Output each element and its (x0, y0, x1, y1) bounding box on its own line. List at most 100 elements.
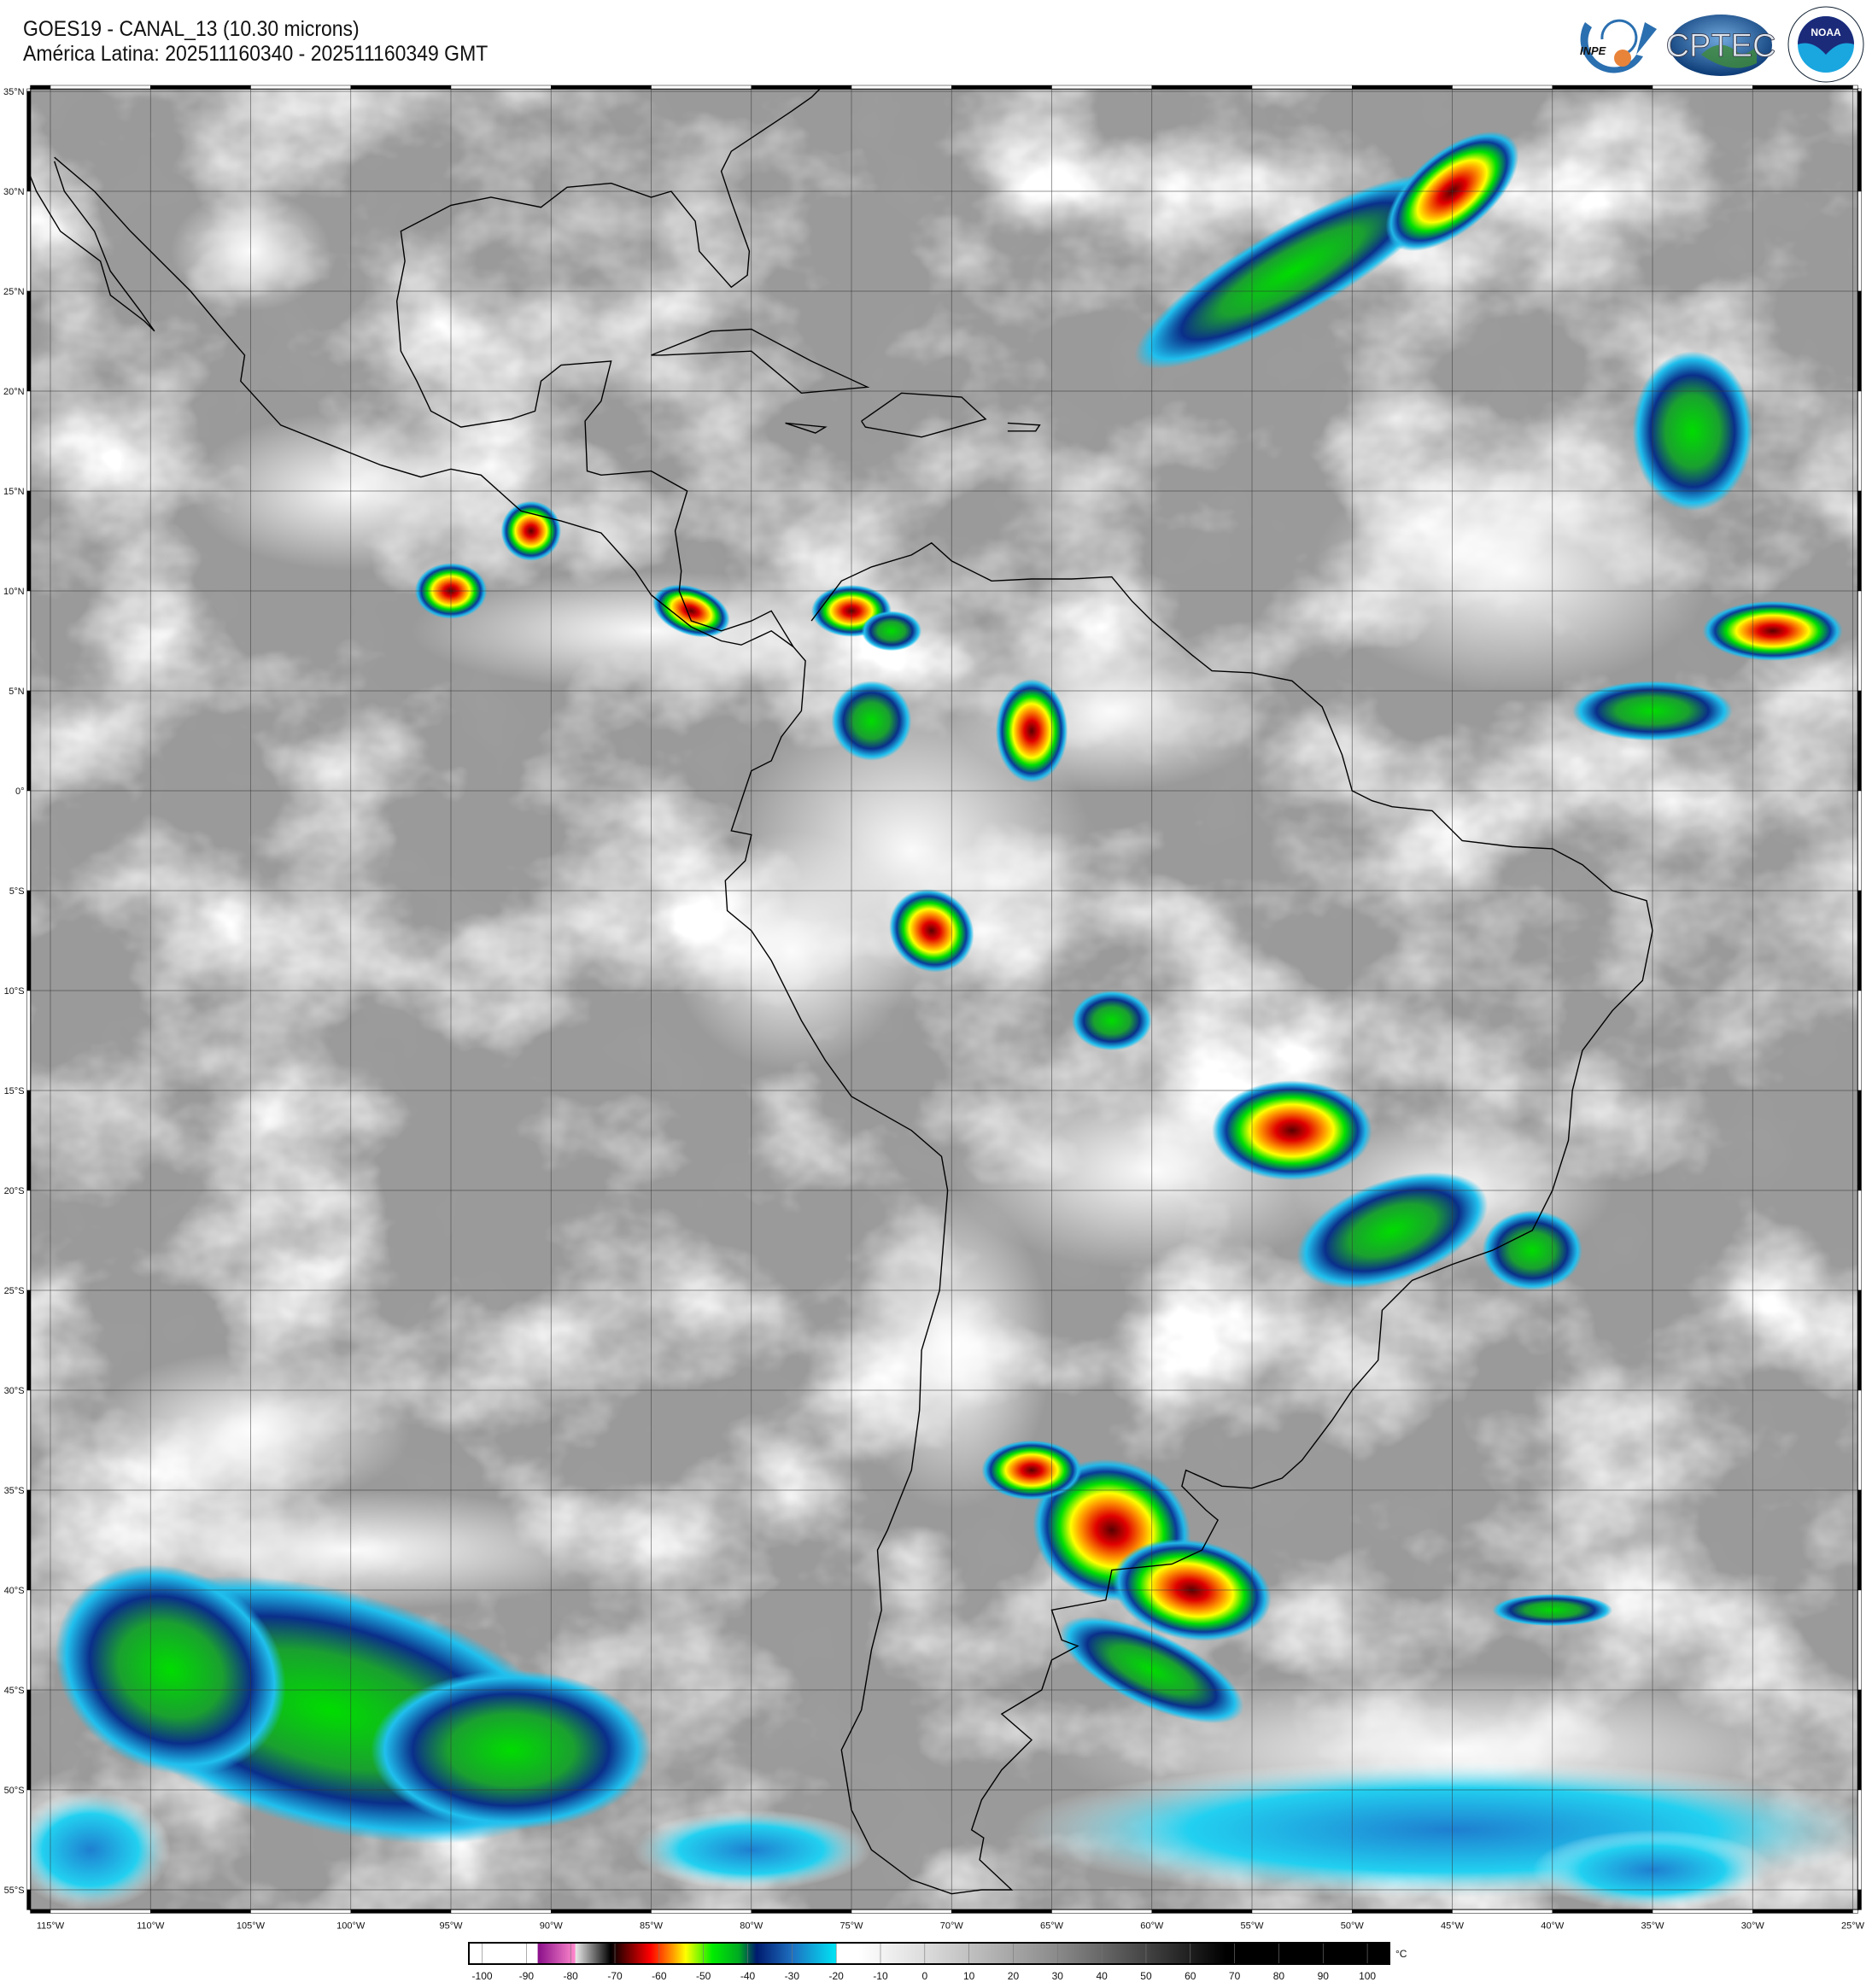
latitude-label: 15°N (3, 487, 25, 497)
storm-cell (889, 888, 974, 973)
coastline (861, 392, 987, 438)
colorbar-tick-label: 90 (1318, 1970, 1330, 1982)
cloud-area (1312, 451, 1713, 691)
storm-cell (1482, 1210, 1582, 1290)
latitude-label: 35°S (4, 1486, 25, 1496)
longitude-label: 110°W (137, 1921, 165, 1931)
latitude-label: 55°S (4, 1886, 25, 1896)
colorbar-tick-label: 100 (1359, 1970, 1376, 1982)
inpe-logo: INPE (1580, 19, 1657, 73)
storm-cell (995, 678, 1068, 783)
longitude-labels: 115°W 110°W 105°W 100°W 95°W 90°W 85°W 80°W 75°W… (37, 1921, 1865, 1931)
colorbar-tick-label: 80 (1273, 1970, 1285, 1982)
latitude-label: 5°S (9, 886, 25, 897)
colorbar-tick-label: 10 (963, 1970, 975, 1982)
cloud-area (670, 830, 912, 1071)
longitude-label: 70°W (940, 1921, 964, 1931)
colorbar-tick-label: 50 (1140, 1970, 1152, 1982)
storm-cell (55, 1564, 286, 1775)
noaa-logo: NOAA (1787, 6, 1864, 83)
coastlines (30, 89, 1653, 1895)
longitude-label: 80°W (740, 1921, 763, 1931)
latitude-label: 20°N (3, 387, 25, 397)
lat-lon-grid (30, 89, 1858, 1910)
colorbar-tick-label: -20 (828, 1970, 844, 1982)
latitude-labels: 35°N 30°N 25°N 20°N 15°N 10°N 5°N 0° 5°S 10°S 15°S… (3, 87, 25, 1896)
colorbar-tick-label: 30 (1052, 1970, 1064, 1982)
cloud-band (30, 1790, 171, 1910)
longitude-label: 60°W (1140, 1921, 1164, 1931)
latitude-label: 30°S (4, 1386, 25, 1396)
storm-cell (1212, 1080, 1372, 1181)
storm-cell (861, 611, 922, 652)
colorbar-tick-label: 20 (1008, 1970, 1020, 1982)
cptec-logo: CPTEC (1667, 15, 1775, 76)
colorbar-gradient (468, 1942, 1390, 1965)
longitude-label: 40°W (1541, 1921, 1565, 1931)
longitude-label: 90°W (540, 1921, 564, 1931)
longitude-label: 105°W (237, 1921, 266, 1931)
latitude-label: 25°N (3, 287, 25, 297)
map-border-ticks (26, 85, 1862, 1914)
coastline (1007, 422, 1041, 432)
latitude-label: 45°S (4, 1686, 25, 1696)
latitude-label: 10°S (4, 986, 25, 997)
longitude-label: 30°W (1741, 1921, 1765, 1931)
longitude-label: 100°W (336, 1921, 366, 1931)
longitude-label: 50°W (1341, 1921, 1365, 1931)
coastline (30, 161, 155, 332)
colorbar-tick-label: -100 (472, 1970, 493, 1982)
map-subtitle: América Latina: 202511160340 - 202511160… (23, 42, 488, 66)
colorbar-unit: °C (1395, 1948, 1407, 1960)
storm-cell (371, 1669, 652, 1830)
svg-text:NOAA: NOAA (1811, 26, 1841, 38)
latitude-label: 10°N (3, 587, 25, 597)
colorbar-tick-label: -50 (696, 1970, 711, 1982)
map-title: GOES19 - CANAL_13 (10.30 microns) (23, 17, 360, 41)
coastline (785, 422, 828, 434)
colorbar-tick-label: -30 (785, 1970, 800, 1982)
coastline (395, 89, 1653, 1895)
latitude-label: 5°N (9, 687, 25, 697)
longitude-label: 45°W (1441, 1921, 1465, 1931)
colorbar-tick-label: -40 (740, 1970, 756, 1982)
svg-text:CPTEC: CPTEC (1667, 28, 1775, 64)
latitude-label: 50°S (4, 1786, 25, 1796)
latitude-label: 0° (15, 786, 25, 797)
longitude-label: 95°W (439, 1921, 463, 1931)
storm-cell (500, 500, 561, 561)
longitude-label: 35°W (1641, 1921, 1664, 1931)
storm-cell (981, 1440, 1082, 1500)
colorbar-tick-label: 40 (1096, 1970, 1108, 1982)
storm-cell (1134, 173, 1450, 370)
colorbar-tick-label: -70 (607, 1970, 623, 1982)
colorbar-tick-label: -60 (652, 1970, 667, 1982)
latitude-label: 20°S (4, 1186, 25, 1196)
colorbar-tick-label: 0 (921, 1970, 927, 1982)
longitude-label: 75°W (839, 1921, 863, 1931)
latitude-label: 30°N (3, 187, 25, 197)
storm-cell (1702, 600, 1843, 661)
colorbar-tick-label: 70 (1229, 1970, 1241, 1982)
longitude-label: 55°W (1240, 1921, 1264, 1931)
longitude-label: 85°W (640, 1921, 664, 1931)
latitude-label: 25°S (4, 1286, 25, 1296)
svg-text:INPE: INPE (1580, 44, 1606, 57)
colorbar-tick-label: -90 (519, 1970, 535, 1982)
longitude-label: 25°W (1841, 1921, 1865, 1931)
coastline (651, 328, 870, 395)
coastline (54, 156, 794, 648)
latitude-label: 40°S (4, 1586, 25, 1596)
latitude-label: 15°S (4, 1086, 25, 1096)
colorbar-tick-label: 60 (1185, 1970, 1196, 1982)
longitude-label: 65°W (1040, 1921, 1064, 1931)
colorbar-tick-label: -80 (564, 1970, 579, 1982)
storm-cell (652, 584, 730, 638)
storm-cell (831, 681, 912, 761)
colorbar-ticks: -100 -90 -80 -70 -60 -50 -40 -30 -20 -10 0 10 20 30 40… (472, 1944, 1376, 1982)
storm-cell (1632, 351, 1753, 512)
colorbar-tick-label: -10 (873, 1970, 888, 1982)
storm-cell (1071, 991, 1152, 1051)
storm-cell (1296, 1172, 1489, 1289)
latitude-label: 35°N (3, 87, 25, 97)
